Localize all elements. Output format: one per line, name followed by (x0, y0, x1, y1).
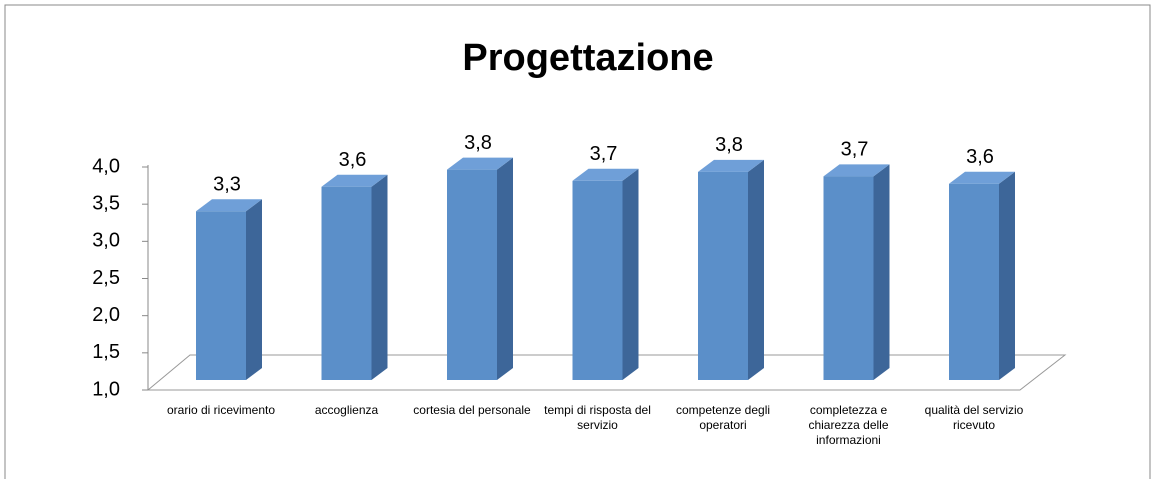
x-tick-label: tempi di risposta del servizio (544, 403, 651, 432)
bar-side (622, 168, 639, 380)
bar-top (447, 157, 513, 170)
y-tick-label: 4,0 (92, 155, 120, 177)
value-label: 3,3 (213, 174, 241, 196)
x-tick-label: qualità del servizio ricevuto (924, 403, 1024, 432)
bar (949, 183, 999, 380)
value-label: 3,7 (841, 139, 869, 161)
bar (447, 169, 497, 380)
value-label: 3,6 (966, 146, 994, 168)
bar-top (823, 164, 890, 177)
value-label: 3,8 (464, 132, 492, 154)
bar-side (246, 199, 262, 380)
x-tick-label: competenze degli operatori (675, 403, 771, 432)
bar-side (748, 159, 764, 380)
y-tick-label: 2,0 (92, 304, 120, 326)
bar-side (371, 174, 388, 380)
x-tick-label: completezza e chiarezza delle informazio… (808, 403, 889, 447)
y-tick-label: 3,0 (92, 230, 120, 252)
bar-top (698, 159, 764, 172)
bar (698, 171, 748, 380)
x-tick-label: accoglienza (314, 403, 379, 417)
bar-top (572, 168, 639, 181)
x-tick-label: cortesia del personale (413, 403, 531, 417)
x-tick-label: orario di ricevimento (166, 403, 276, 417)
bar-top (949, 171, 1015, 184)
bar-top (321, 174, 388, 187)
bar-side (497, 157, 513, 380)
chart-border (4, 4, 1151, 479)
chart-title: Progettazione (462, 37, 713, 79)
value-label: 3,6 (339, 149, 367, 171)
bar (196, 211, 246, 380)
value-label: 3,8 (715, 134, 743, 156)
bar-top (196, 199, 262, 212)
bar (572, 180, 623, 380)
bar-side (999, 171, 1015, 380)
y-tick-label: 3,5 (92, 192, 120, 214)
bar-side (873, 164, 890, 380)
bar (321, 186, 372, 380)
value-label: 3,7 (590, 143, 618, 165)
bar (823, 176, 874, 380)
y-tick-label: 2,5 (92, 267, 120, 289)
y-tick-label: 1,0 (92, 378, 120, 400)
y-tick-label: 1,5 (92, 341, 120, 363)
